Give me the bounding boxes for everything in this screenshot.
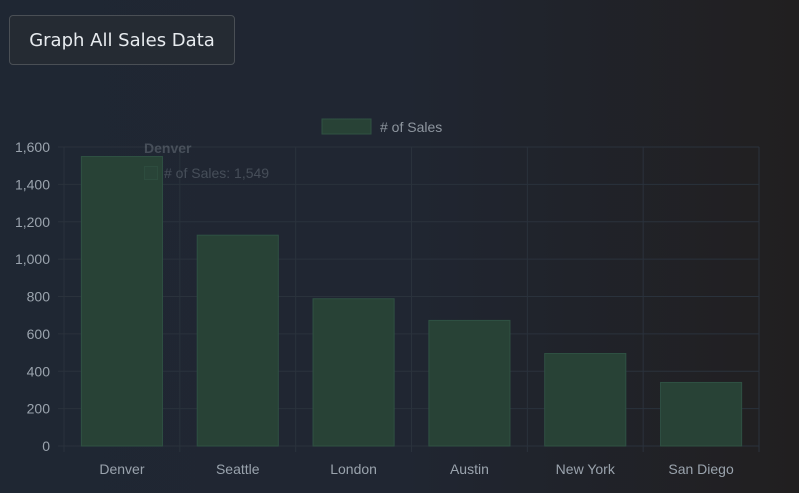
bar-london[interactable] (312, 298, 395, 447)
bar-san-diego[interactable] (660, 381, 743, 447)
chart-legend: # of Sales (321, 118, 442, 135)
x-tick-label: New York (556, 461, 616, 477)
x-tick-label: Seattle (216, 461, 260, 477)
chart-bars (80, 156, 743, 447)
y-tick-label: 1,400 (15, 176, 50, 192)
x-axis-ticks: Denver Seattle London Austin New York San Die… (99, 461, 734, 477)
bar-austin[interactable] (428, 319, 511, 447)
y-tick-label: 1,600 (15, 139, 50, 155)
legend-swatch (321, 118, 372, 135)
y-axis-ticks: 0 200 400 600 800 1,000 1,200 1,400 1,600 (15, 139, 50, 454)
y-tick-label: 0 (42, 438, 50, 454)
tooltip-swatch (144, 166, 158, 180)
chart-grid (58, 146, 760, 452)
tooltip-line: # of Sales: 1,549 (144, 163, 269, 183)
y-tick-label: 1,200 (15, 214, 50, 230)
y-tick-label: 800 (27, 289, 51, 305)
x-tick-label: San Diego (668, 461, 734, 477)
y-tick-label: 600 (27, 326, 51, 342)
tooltip-text: # of Sales: 1,549 (164, 165, 270, 181)
x-tick-label: Austin (450, 461, 489, 477)
y-tick-label: 400 (27, 363, 51, 379)
graph-all-sales-button[interactable]: Graph All Sales Data (9, 15, 235, 65)
bar-denver[interactable] (80, 156, 163, 447)
bar-seattle[interactable] (196, 234, 279, 447)
bar-new-york[interactable] (544, 352, 627, 447)
legend-label: # of Sales (380, 119, 442, 135)
y-tick-label: 1,000 (15, 251, 50, 267)
x-tick-label: London (330, 461, 377, 477)
chart-tooltip: Denver # of Sales: 1,549 (136, 136, 286, 188)
x-tick-label: Denver (99, 461, 144, 477)
tooltip-title: Denver (144, 140, 192, 156)
y-tick-label: 200 (27, 401, 51, 417)
